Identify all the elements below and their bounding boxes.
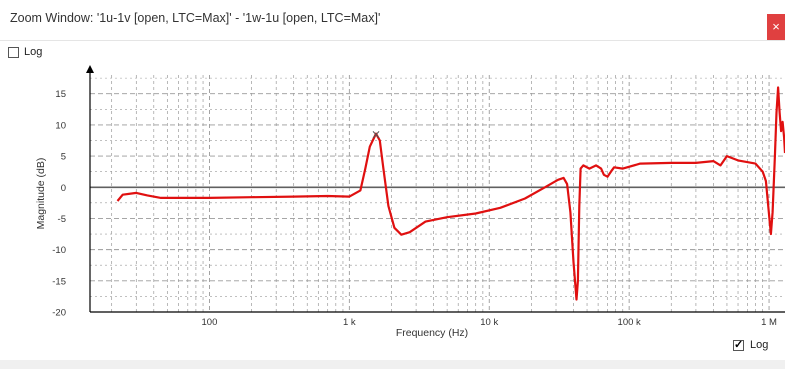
x-tick-label: 10 k bbox=[480, 317, 498, 328]
log-y-toggle[interactable]: Log bbox=[8, 46, 42, 58]
y-tick-label: -10 bbox=[52, 245, 66, 256]
close-button[interactable]: × bbox=[767, 14, 785, 40]
window-title: Zoom Window: '1u-1v [open, LTC=Max]' - '… bbox=[10, 11, 381, 25]
y-tick-label: 15 bbox=[55, 89, 66, 100]
y-tick-label: -20 bbox=[52, 308, 66, 319]
window-titlebar: Zoom Window: '1u-1v [open, LTC=Max]' - '… bbox=[0, 0, 785, 41]
y-axis-title: Magnitude (dB) bbox=[35, 158, 47, 230]
log-x-checkbox[interactable] bbox=[733, 338, 744, 351]
magnitude-trace bbox=[116, 86, 785, 301]
y-axis-arrow-icon bbox=[86, 65, 94, 73]
chart-axes bbox=[86, 65, 785, 313]
cursor-marker-symbol: × bbox=[371, 127, 381, 141]
x-tick-label: 100 k bbox=[618, 317, 641, 328]
y-tick-label: -15 bbox=[52, 276, 66, 287]
log-x-label: Log bbox=[750, 339, 769, 351]
log-y-checkbox[interactable] bbox=[8, 46, 19, 58]
y-tick-label: 10 bbox=[55, 120, 66, 131]
x-tick-label: 1 M bbox=[761, 317, 777, 328]
log-y-label: Log bbox=[24, 46, 43, 58]
x-axis-title: Frequency (Hz) bbox=[396, 327, 468, 339]
y-tick-label: -5 bbox=[58, 214, 66, 225]
tick-labels: 100 1 k 10 k 100 k 1 M 15 10 5 0 -5 -10 -15 -20 bbox=[52, 89, 777, 328]
cursor-marker: × bbox=[371, 127, 381, 141]
status-strip bbox=[0, 360, 785, 369]
chart-grid bbox=[90, 75, 785, 313]
log-x-toggle[interactable]: Log bbox=[733, 338, 769, 351]
y-tick-label: 0 bbox=[61, 183, 66, 194]
magnitude-chart: 100 1 k 10 k 100 k 1 M 15 10 5 0 -5 -10 -15 -20 × Fr… bbox=[35, 65, 785, 339]
y-tick-label: 5 bbox=[61, 152, 66, 163]
x-tick-label: 100 bbox=[202, 317, 218, 328]
x-tick-label: 1 k bbox=[343, 317, 356, 328]
close-icon: × bbox=[772, 19, 780, 34]
